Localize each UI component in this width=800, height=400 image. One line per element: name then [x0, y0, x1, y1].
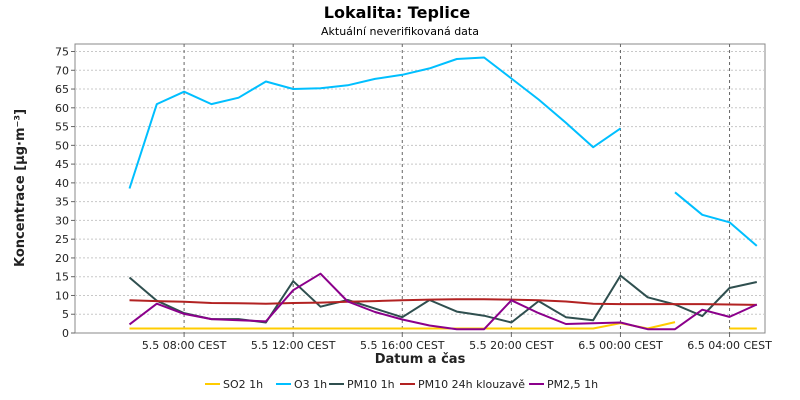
plot-area: [74, 43, 766, 334]
y-tick-label: 10: [55, 289, 69, 302]
legend-label: PM2,5 1h: [547, 378, 598, 391]
series-3: [129, 298, 757, 306]
y-tick-label: 60: [55, 102, 69, 115]
series-lines: [128, 56, 758, 331]
x-tick-label: 5.5 20:00 CEST: [469, 339, 554, 352]
y-tick-label: 25: [55, 233, 69, 246]
y-tick-label: 40: [55, 177, 69, 190]
y-tick-label: 50: [55, 139, 69, 152]
x-tick-label: 6.5 04:00 CEST: [687, 339, 772, 352]
y-tick-label: 45: [55, 158, 69, 171]
axis-ticks: 0 5 10 15 20 25 30 35 40 45 50 55 60 65 70 75 5.5 08:00 …: [55, 46, 772, 352]
series-line: [128, 56, 758, 247]
x-tick-label: 5.5 12:00 CEST: [251, 339, 336, 352]
series-line: [129, 321, 757, 330]
y-tick-label: 15: [55, 271, 69, 284]
chart-title: Lokalita: Teplice: [324, 3, 471, 22]
x-tick-label: 5.5 16:00 CEST: [360, 339, 445, 352]
legend-label: PM10 1h: [347, 378, 395, 391]
y-axis-label: Koncentrace [µg·m⁻³]: [13, 109, 28, 267]
y-tick-label: 55: [55, 121, 69, 134]
x-tick-label: 5.5 08:00 CEST: [142, 339, 227, 352]
y-tick-label: 20: [55, 252, 69, 265]
legend-label: PM10 24h klouzavě: [418, 378, 525, 391]
y-tick-label: 0: [62, 327, 69, 340]
series-line: [128, 272, 758, 331]
legend: SO2 1h O3 1h PM10 1h PM10 24h klouzavě PM2,5…: [205, 378, 598, 391]
x-axis-label: Datum a čas: [375, 352, 466, 367]
legend-label: SO2 1h: [223, 378, 263, 391]
y-tick-label: 70: [55, 64, 69, 77]
y-tick-label: 30: [55, 214, 69, 227]
y-tick-label: 35: [55, 196, 69, 209]
series-4: [128, 272, 758, 331]
y-tick-label: 65: [55, 83, 69, 96]
chart-subtitle: Aktuální neverifikovaná data: [321, 25, 479, 38]
legend-label: O3 1h: [294, 378, 327, 391]
series-line: [129, 298, 757, 306]
x-tick-label: 6.5 00:00 CEST: [578, 339, 663, 352]
series-1: [128, 56, 758, 247]
series-0: [129, 321, 757, 330]
y-tick-label: 5: [62, 308, 69, 321]
y-tick-label: 75: [55, 46, 69, 59]
